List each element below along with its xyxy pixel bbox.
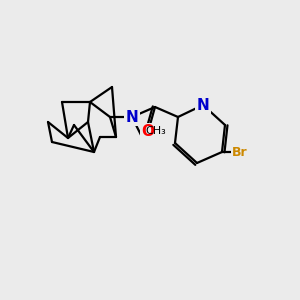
Text: N: N: [196, 98, 209, 112]
Text: Br: Br: [232, 146, 248, 158]
Text: N: N: [126, 110, 138, 124]
Text: CH₃: CH₃: [145, 126, 166, 136]
Text: O: O: [142, 124, 154, 140]
